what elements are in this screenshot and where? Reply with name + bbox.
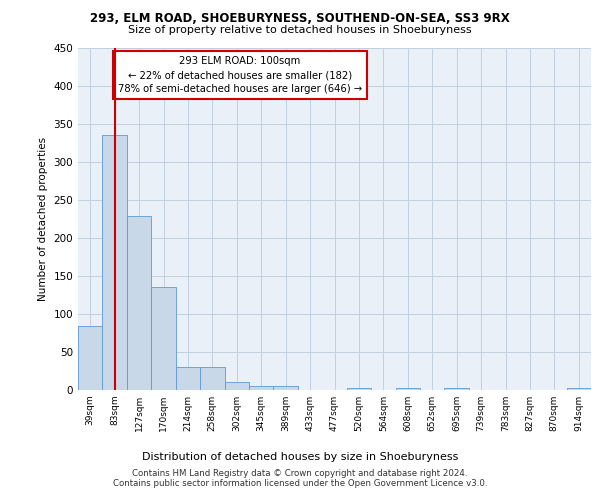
Bar <box>224 382 249 390</box>
Text: Distribution of detached houses by size in Shoeburyness: Distribution of detached houses by size … <box>142 452 458 462</box>
Text: 293 ELM ROAD: 100sqm
← 22% of detached houses are smaller (182)
78% of semi-deta: 293 ELM ROAD: 100sqm ← 22% of detached h… <box>118 56 362 94</box>
Text: Contains HM Land Registry data © Crown copyright and database right 2024.: Contains HM Land Registry data © Crown c… <box>132 468 468 477</box>
Bar <box>200 367 224 390</box>
Bar <box>395 388 420 390</box>
Bar <box>103 135 127 390</box>
Bar <box>249 386 274 390</box>
Y-axis label: Number of detached properties: Number of detached properties <box>38 136 48 301</box>
Bar <box>151 287 176 390</box>
Bar <box>274 386 298 390</box>
Text: Contains public sector information licensed under the Open Government Licence v3: Contains public sector information licen… <box>113 478 487 488</box>
Bar <box>347 388 371 390</box>
Bar <box>176 367 200 390</box>
Text: 293, ELM ROAD, SHOEBURYNESS, SOUTHEND-ON-SEA, SS3 9RX: 293, ELM ROAD, SHOEBURYNESS, SOUTHEND-ON… <box>90 12 510 26</box>
Bar <box>566 388 591 390</box>
Text: Size of property relative to detached houses in Shoeburyness: Size of property relative to detached ho… <box>128 25 472 35</box>
Bar <box>78 326 103 390</box>
Bar <box>127 216 151 390</box>
Bar <box>445 388 469 390</box>
